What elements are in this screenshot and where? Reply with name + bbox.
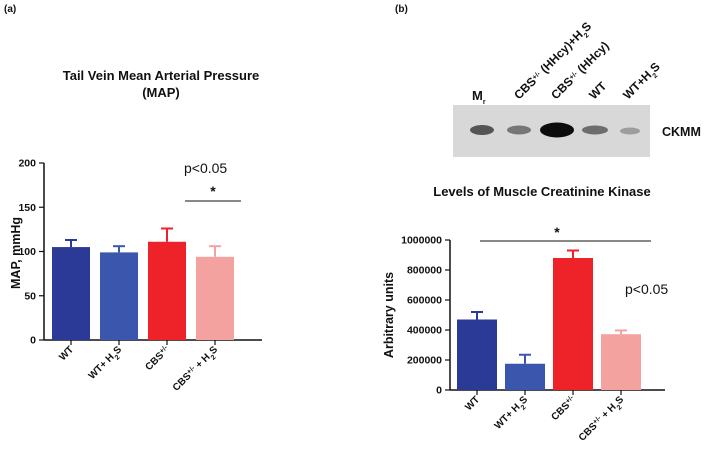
map-bar bbox=[148, 241, 186, 340]
chart-a-star: * bbox=[210, 183, 216, 199]
blot-band-lane1 bbox=[470, 125, 494, 135]
map-ytick-label: 100 bbox=[18, 246, 36, 258]
map-bar-chart: Tail Vein Mean Arterial Pressure (MAP) M… bbox=[9, 68, 262, 396]
mck-bar bbox=[457, 319, 497, 390]
blot-lane-label: WT+H2S bbox=[620, 60, 664, 104]
blot-band-lane3 bbox=[540, 122, 574, 138]
chart-b-pvalue: p<0.05 bbox=[625, 281, 668, 297]
chart-b-star: * bbox=[554, 224, 560, 240]
map-ytick-label: 50 bbox=[24, 290, 36, 302]
map-category-label: WT bbox=[57, 344, 76, 363]
mck-ytick-label: 1000000 bbox=[401, 235, 442, 247]
mck-ytick-label: 200000 bbox=[407, 355, 442, 367]
map-ytick-label: 150 bbox=[18, 202, 36, 214]
chart-a-title-line2: (MAP) bbox=[142, 85, 180, 100]
mck-bar bbox=[505, 363, 545, 390]
map-category-label: CBS+/- bbox=[143, 344, 172, 373]
mck-ytick-label: 800000 bbox=[407, 265, 442, 277]
map-category-label: WT+ H2S bbox=[87, 344, 126, 383]
mck-category-label: CBS+/- + H2S bbox=[576, 394, 628, 446]
blot-band-lane5 bbox=[620, 127, 640, 135]
map-bar bbox=[52, 247, 90, 340]
mck-category-label: CBS+/- bbox=[549, 394, 578, 423]
creatinine-kinase-bar-chart: Levels of Muscle Creatinine Kinase Arbit… bbox=[382, 184, 668, 446]
mck-category-label: WT bbox=[463, 394, 482, 413]
blot-band-lane2 bbox=[507, 125, 531, 135]
blot-lane-label: WT bbox=[586, 79, 610, 103]
mck-category-label: WT+ H2S bbox=[493, 394, 532, 433]
blot-band-lane4 bbox=[582, 125, 608, 135]
blot-lane-label: Mr bbox=[472, 88, 486, 106]
map-bar bbox=[196, 256, 234, 340]
chart-a-ylabel: MAP, mmHg bbox=[9, 217, 23, 289]
chart-b-title: Levels of Muscle Creatinine Kinase bbox=[433, 184, 650, 199]
map-ytick-label: 200 bbox=[18, 158, 36, 170]
mck-ytick-label: 0 bbox=[436, 385, 442, 397]
chart-a-pvalue: p<0.05 bbox=[184, 160, 227, 176]
panel-b-label: (b) bbox=[395, 4, 408, 15]
mck-ytick-label: 400000 bbox=[407, 325, 442, 337]
chart-a-title: Tail Vein Mean Arterial Pressure bbox=[63, 68, 260, 83]
blot-protein-label: CKMM bbox=[662, 125, 701, 139]
mck-bar bbox=[601, 334, 641, 390]
mck-bar bbox=[553, 258, 593, 390]
map-ytick-label: 0 bbox=[30, 335, 36, 347]
map-category-label: CBS+/- + H2S bbox=[170, 344, 222, 396]
chart-b-ylabel: Arbitrary units bbox=[382, 272, 396, 358]
map-bar bbox=[100, 252, 138, 340]
panel-a-label: (a) bbox=[4, 4, 16, 15]
mck-ytick-label: 600000 bbox=[407, 295, 442, 307]
